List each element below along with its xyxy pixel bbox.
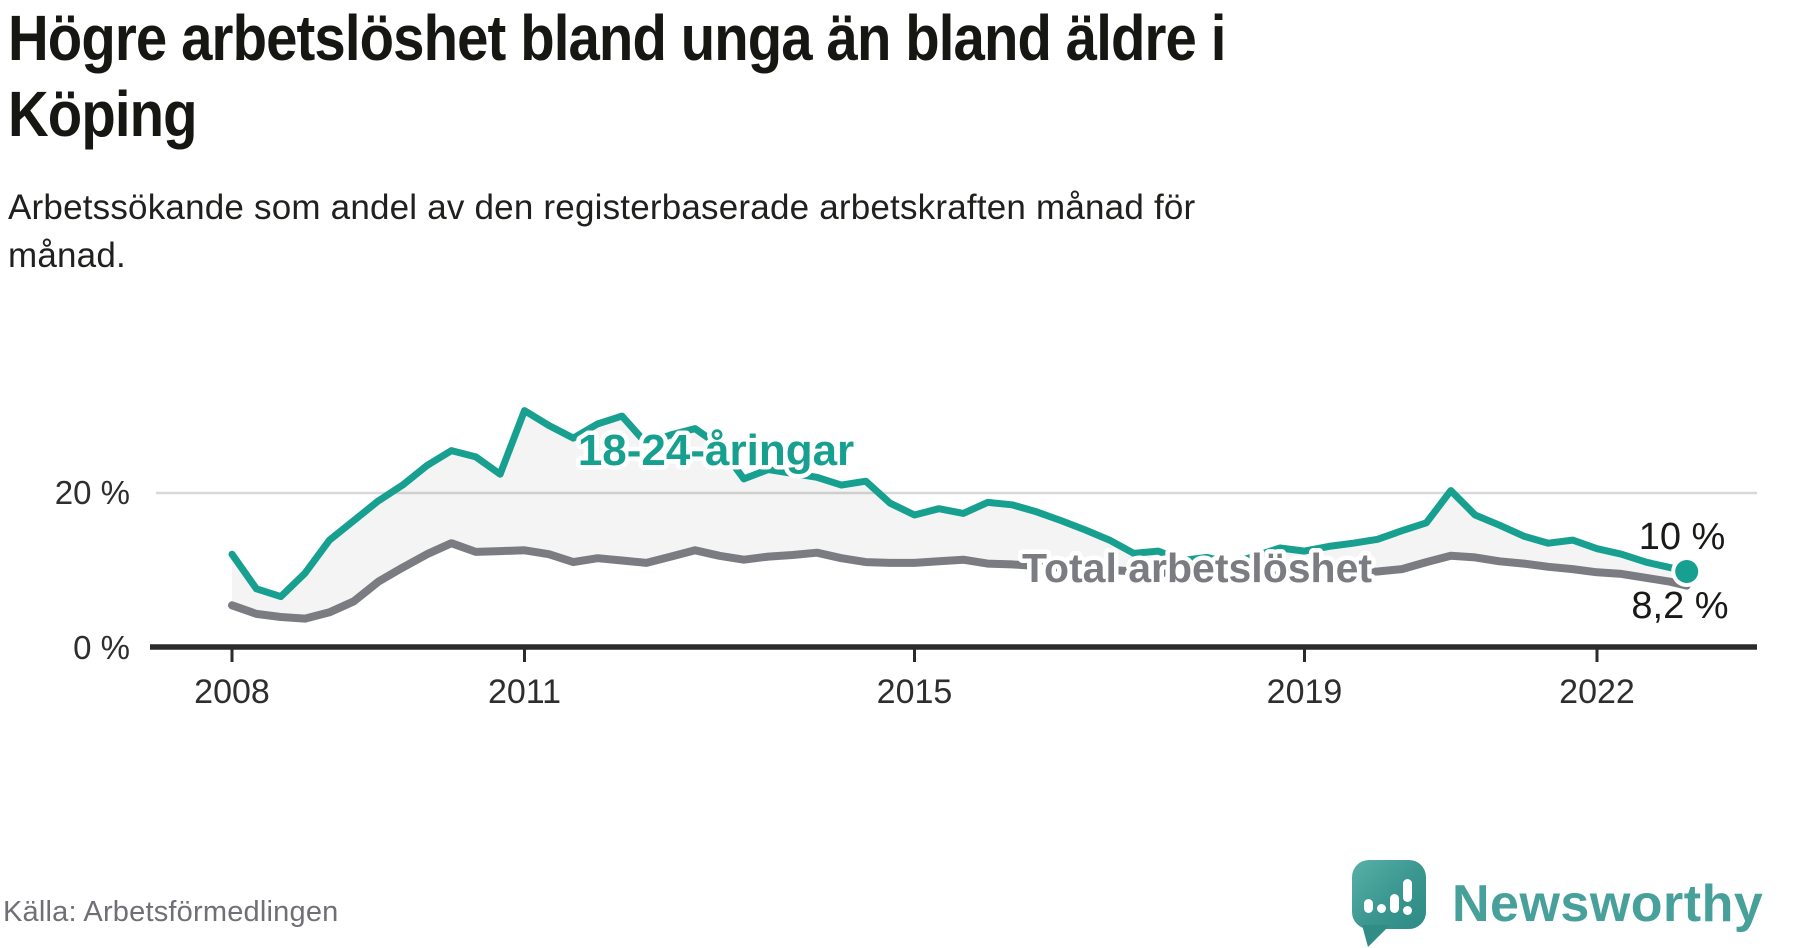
end-dot <box>1675 560 1699 583</box>
source-attribution: Källa: Arbetsförmedlingen <box>3 896 339 928</box>
page-title: Högre arbetslöshet bland unga än bland ä… <box>8 2 1226 150</box>
end-value-label-total: 8,2 % <box>1631 585 1728 627</box>
x-tick-label: 2019 <box>1267 673 1343 711</box>
subtitle: Arbetssökande som andel av den registerb… <box>8 188 1196 275</box>
series-lines <box>228 407 1703 623</box>
total-unemployment-line <box>228 539 1691 623</box>
x-axis: 2008 2011 2015 2019 2022 <box>150 644 1757 711</box>
end-value-label-youth: 10 % <box>1639 516 1726 558</box>
y-tick-label-20: 20 % <box>55 474 130 511</box>
youth-unemployment-line <box>228 407 1691 601</box>
series-label-youth: 18-24-åringar <box>578 426 854 475</box>
x-tick-label: 2022 <box>1559 673 1635 711</box>
y-tick-label-0: 0 % <box>73 629 130 666</box>
x-tick-label: 2015 <box>877 673 953 711</box>
series-label-total: Total arbetslöshet <box>1022 545 1372 591</box>
x-tick-label: 2008 <box>194 673 270 711</box>
x-tick-label: 2011 <box>488 673 561 711</box>
